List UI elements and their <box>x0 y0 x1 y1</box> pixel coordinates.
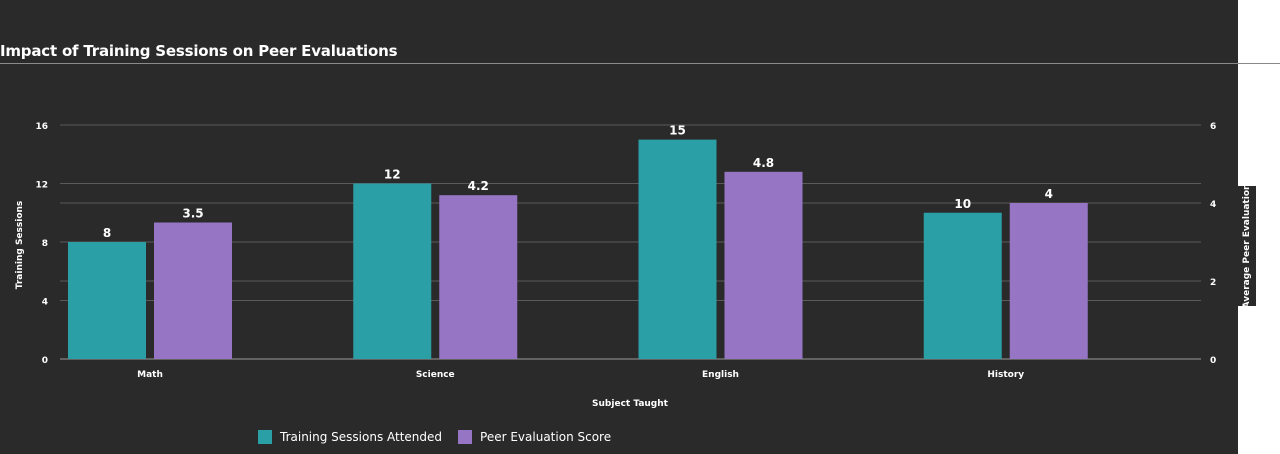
bar-history-training <box>923 212 1002 359</box>
y-tick-label: 0 <box>42 356 48 366</box>
chart-legend: Training Sessions Attended Peer Evaluati… <box>258 430 627 444</box>
y-tick-label: 16 <box>35 122 48 132</box>
bar-math-peer-evaluation <box>154 222 232 359</box>
x-tick-label: History <box>987 370 1024 380</box>
legend-item-training[interactable]: Training Sessions Attended <box>258 430 442 444</box>
chart-title: Impact of Training Sessions on Peer Eval… <box>0 42 398 60</box>
bar-math-training <box>68 242 146 359</box>
bar-science-peer-evaluation <box>439 195 518 359</box>
bar-science-training <box>353 183 432 359</box>
data-label: 4 <box>1045 187 1053 201</box>
title-divider <box>0 63 1280 64</box>
y-tick-label: 12 <box>35 181 48 191</box>
y2-tick-label: 2 <box>1210 278 1216 288</box>
bar-english-training <box>638 139 717 359</box>
x-tick-label: Math <box>137 370 163 380</box>
bar-english-peer-evaluation <box>724 171 803 359</box>
x-axis-title: Subject Taught <box>592 399 669 409</box>
data-label: 3.5 <box>182 207 203 221</box>
y2-tick-label: 0 <box>1210 356 1216 366</box>
y-tick-label: 8 <box>42 239 48 249</box>
x-tick-label: Science <box>416 370 455 380</box>
y2-tick-label: 6 <box>1210 122 1216 132</box>
bar-history-peer-evaluation <box>1009 203 1088 359</box>
data-label: 4.2 <box>468 179 489 193</box>
legend-label-peer-evaluation: Peer Evaluation Score <box>480 430 612 444</box>
legend-item-peer-evaluation[interactable]: Peer Evaluation Score <box>458 430 611 444</box>
y2-axis-title-background <box>1238 186 1256 306</box>
y2-tick-label: 4 <box>1210 200 1216 210</box>
y2-axis-title: Average Peer Evaluation <box>1242 184 1252 309</box>
data-label: 10 <box>954 197 971 211</box>
y-axis-title: Training Sessions <box>15 201 25 290</box>
legend-label-training: Training Sessions Attended <box>280 430 443 444</box>
data-label: 12 <box>384 168 401 182</box>
data-label: 4.8 <box>753 156 774 170</box>
data-label: 8 <box>103 226 111 240</box>
legend-swatch-peer-evaluation <box>458 430 473 444</box>
legend-swatch-training <box>258 430 272 444</box>
data-label: 15 <box>669 124 686 138</box>
y-tick-label: 4 <box>42 298 48 308</box>
x-tick-label: English <box>702 370 739 380</box>
